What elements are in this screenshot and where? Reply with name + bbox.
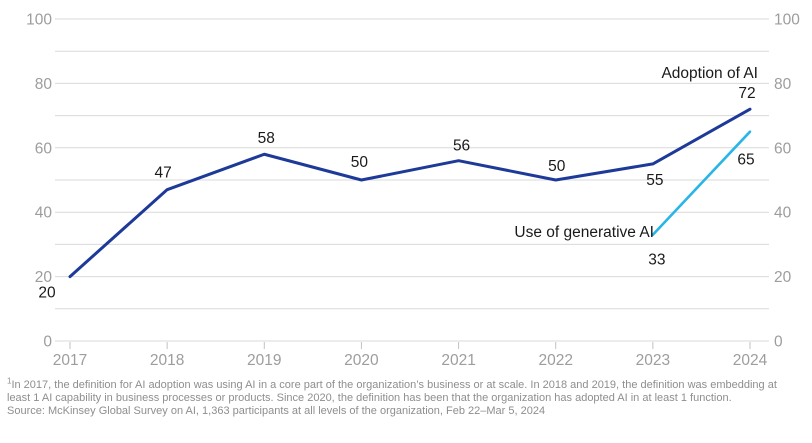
data-label-use-of-generative-ai: 65: [737, 152, 754, 169]
x-axis-label: 2023: [636, 352, 670, 369]
data-label-adoption-of-ai: 72: [738, 85, 755, 102]
x-axis-label: 2024: [733, 352, 768, 369]
x-axis-label: 2018: [150, 352, 184, 369]
x-axis-label: 2022: [538, 352, 572, 369]
data-label-adoption-of-ai: 50: [351, 154, 369, 171]
x-axis-label: 2017: [53, 352, 87, 369]
data-label-adoption-of-ai: 20: [38, 285, 56, 302]
footnote-definition: 1In 2017, the definition for AI adoption…: [7, 376, 795, 405]
y-axis-label-left: 60: [35, 140, 53, 157]
x-axis-label: 2020: [344, 352, 379, 369]
y-axis-label-left: 100: [26, 12, 52, 29]
data-label-adoption-of-ai: 47: [155, 165, 172, 182]
data-label-adoption-of-ai: 56: [453, 138, 470, 155]
y-axis-label-right: 60: [774, 140, 792, 157]
x-axis-label: 2019: [247, 352, 281, 369]
series-line-use-of-generative-ai: [651, 130, 752, 237]
y-axis-label-left: 40: [35, 205, 53, 222]
y-axis-label-right: 100: [774, 12, 800, 29]
footnotes: 1In 2017, the definition for AI adoption…: [7, 376, 795, 418]
footnote-marker: 1: [7, 376, 12, 386]
series-annotation-adoption-of-ai: Adoption of AI: [661, 65, 758, 82]
data-label-use-of-generative-ai: 33: [648, 252, 665, 269]
footnote-text: In 2017, the definition for AI adoption …: [7, 379, 777, 404]
y-axis-label-right: 40: [774, 205, 792, 222]
y-axis-label-left: 80: [35, 76, 53, 93]
data-label-adoption-of-ai: 50: [548, 158, 566, 175]
data-label-adoption-of-ai: 58: [258, 130, 275, 147]
data-label-adoption-of-ai: 55: [646, 172, 663, 189]
source-note: Source: McKinsey Global Survey on AI, 1,…: [7, 405, 546, 417]
y-axis-label-right: 80: [774, 76, 792, 93]
series-annotation-use-of-generative-ai: Use of generative AI: [514, 224, 654, 241]
y-axis-label-left: 0: [43, 334, 52, 351]
y-axis-label-left: 20: [35, 269, 53, 286]
x-axis-label: 2021: [441, 352, 475, 369]
y-axis-label-right: 20: [774, 269, 792, 286]
y-axis-label-right: 0: [774, 334, 783, 351]
series-line-adoption-of-ai: [68, 107, 752, 279]
